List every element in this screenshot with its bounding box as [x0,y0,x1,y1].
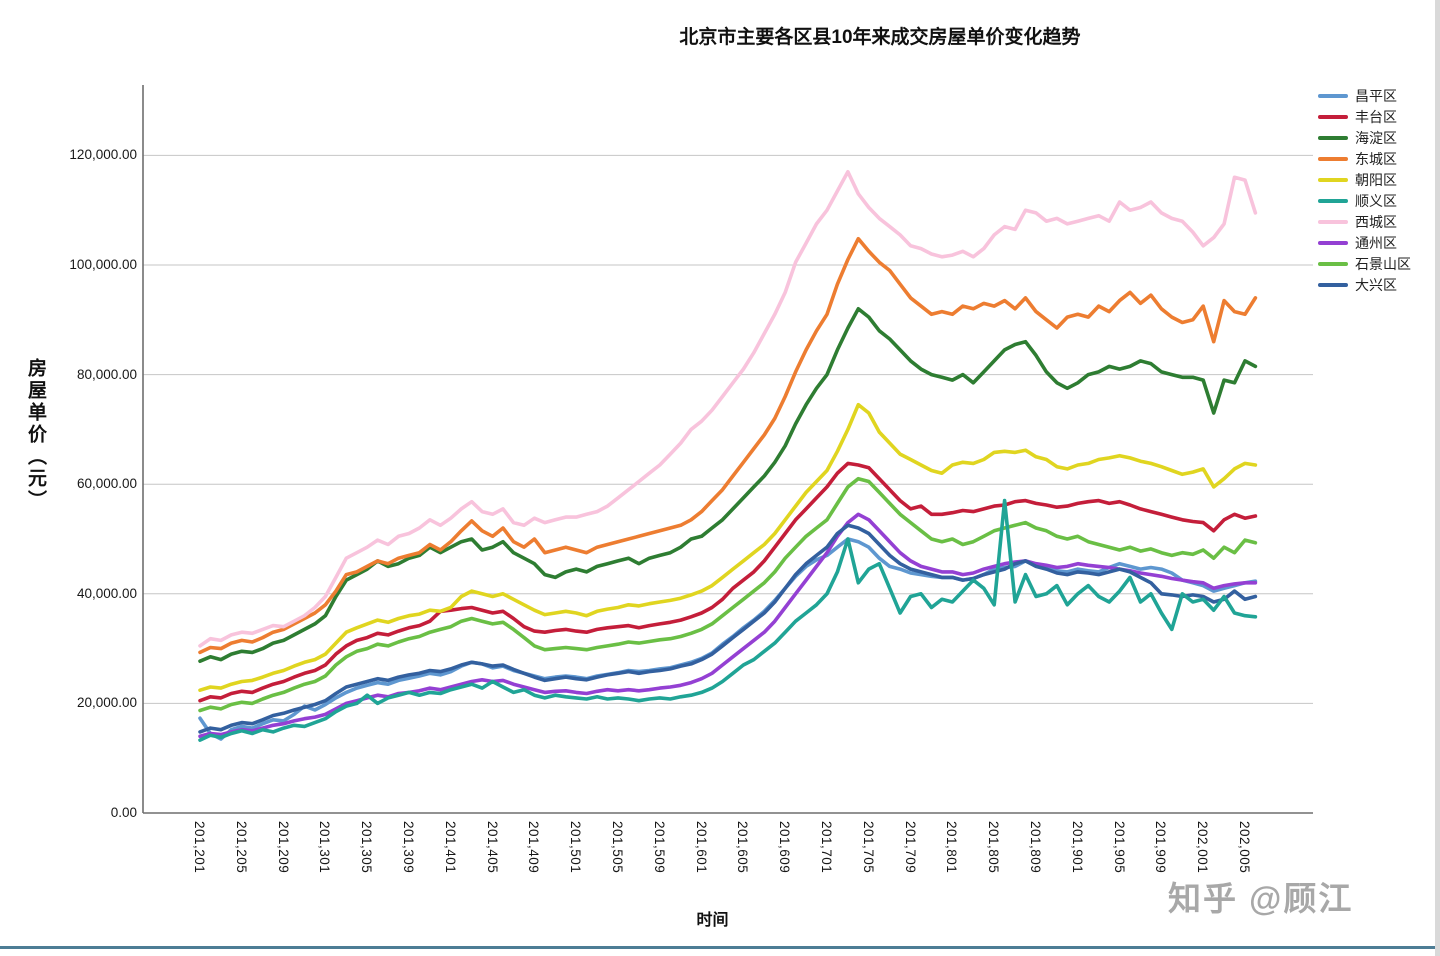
legend-label: 朝阳区 [1355,171,1397,188]
x-tick-label: 201,209 [275,821,291,874]
series-line-大兴区 [198,523,1258,734]
series-line-通州区 [198,512,1258,739]
x-tick-label: 201,309 [401,821,416,874]
legend-label: 东城区 [1355,150,1397,167]
legend-label: 通州区 [1355,234,1397,251]
series-line-东城区 [198,236,1258,655]
legend-item: 西城区 [1318,211,1411,232]
legend-label: 海淀区 [1355,129,1397,146]
y-tick-label: 20,000.00 [76,695,137,711]
y-tick-label: 80,000.00 [76,366,137,382]
legend-label: 丰台区 [1355,108,1397,125]
y-tick-label: 120,000.00 [69,147,137,163]
x-axis-title: 时间 [696,912,729,929]
x-tick-label: 201,401 [442,821,458,874]
legend-label: 顺义区 [1355,192,1397,209]
x-tick-label: 201,201 [192,821,207,874]
legend-swatch-icon [1318,114,1348,119]
x-tick-label: 201,801 [944,821,960,874]
x-tick-label: 201,805 [986,821,1002,874]
x-tick-label: 201,609 [777,821,793,874]
chart-title: 北京市主要各区县10年来成交房屋单价变化趋势 [679,27,1081,48]
legend-label: 大兴区 [1355,276,1397,293]
x-tick-label: 201,905 [1111,821,1127,874]
legend-swatch-icon [1318,156,1348,161]
y-axis-title: 房屋单价（元） [25,358,46,512]
legend-item: 顺义区 [1318,190,1411,211]
series-line-石景山区 [198,476,1258,713]
series-line-顺义区 [198,498,1258,742]
x-tick-label: 201,605 [735,821,751,874]
legend-swatch-icon [1318,198,1348,203]
legend-swatch-icon [1318,177,1348,182]
x-tick-label: 201,909 [1153,821,1169,874]
x-tick-label: 202,001 [1195,821,1211,874]
legend-item: 朝阳区 [1318,169,1411,190]
x-tick-label: 201,601 [693,821,709,874]
legend-swatch-icon [1318,240,1348,245]
watermark: 知乎 @顾江 [1168,880,1354,917]
x-tick-label: 201,205 [233,821,249,874]
series-line-朝阳区 [198,402,1258,693]
x-tick-label: 201,809 [1028,821,1043,874]
series-line-西城区 [198,170,1258,648]
y-tick-label: 60,000.00 [76,476,137,492]
x-tick-label: 201,509 [651,821,667,874]
y-tick-label: 100,000.00 [69,257,137,272]
legend-item: 大兴区 [1318,274,1411,295]
x-tick-label: 201,901 [1069,821,1085,874]
y-tick-label: 40,000.00 [76,585,137,601]
legend-item: 通州区 [1318,232,1411,253]
legend-label: 昌平区 [1355,87,1397,104]
x-tick-label: 201,405 [484,821,500,874]
legend-swatch-icon [1318,282,1348,287]
legend-swatch-icon [1318,219,1348,224]
x-tick-label: 201,301 [317,821,333,874]
y-tick-label: 0.00 [110,805,137,820]
legend-item: 海淀区 [1318,127,1411,148]
legend-item: 东城区 [1318,148,1411,169]
legend-item: 石景山区 [1318,253,1411,274]
bottom-separator-line [0,946,1440,949]
legend-label: 石景山区 [1355,255,1411,272]
legend-item: 昌平区 [1318,85,1411,106]
series-line-丰台区 [198,461,1258,703]
legend-label: 西城区 [1355,213,1397,230]
legend-swatch-icon [1318,135,1348,140]
x-tick-label: 201,705 [860,821,876,874]
x-tick-label: 201,409 [526,821,542,874]
x-tick-label: 201,701 [819,821,834,874]
legend: 昌平区丰台区海淀区东城区朝阳区顺义区西城区通州区石景山区大兴区 [1318,85,1411,295]
x-tick-label: 202,005 [1237,821,1252,874]
x-tick-label: 201,305 [359,821,375,874]
x-tick-label: 201,501 [568,821,584,874]
x-tick-label: 201,709 [902,821,918,874]
x-tick-label: 201,505 [610,821,625,874]
legend-swatch-icon [1318,261,1348,266]
legend-swatch-icon [1318,93,1348,98]
right-edge-strip [1435,0,1440,956]
legend-item: 丰台区 [1318,106,1411,127]
